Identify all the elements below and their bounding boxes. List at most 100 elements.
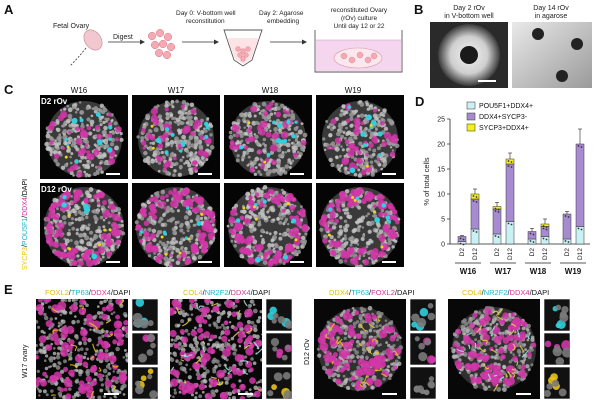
legend-swatch-0 [466,101,476,110]
panel-e-title-4: COL4/NR2F2/DDX4/DAPI [462,288,549,297]
group-label-W17: W17 [495,267,512,276]
bar-W17-D2-s1 [492,208,502,235]
row-label-d2: D2 rOv [41,97,68,106]
x-tick-label-2: D2 [494,248,501,257]
panel-e-title-3-part-2: TP63 [351,288,370,297]
bar-W19-D12-s0 [575,226,585,245]
y-tick-label-2: 10 [437,192,445,199]
panel-e-image-3 [314,299,406,399]
scale-bar [238,393,253,395]
bar-W18-D12-s2 [540,223,550,227]
legend-swatch-1 [466,112,476,121]
x-tick-label-5: D12 [542,248,549,260]
panel-e-title-2-part-0: COL4 [183,288,203,297]
legend-label-1: DDX4+SYCP3- [479,114,528,121]
x-tick-label-6: D2 [564,248,571,257]
digest-label: Digest [113,34,133,41]
panel-label-e: E [4,282,13,297]
x-tick-label-4: D2 [529,248,536,257]
x-tick-label-3: D12 [507,248,514,260]
microscopy-tile-r2-c1 [40,183,128,267]
panel-e-title-3: DDX4/TP63/FOXL2/DAPI [329,288,415,297]
rov-line1: reconstituted Ovary [330,7,388,14]
panel-e-title-1-part-5: /DAPI [110,288,131,297]
legend-label-0: POU5F1+DDX4+ [479,103,533,110]
panel-e-title-4-part-4: DDX4 [509,288,530,297]
group-label-W16: W16 [460,267,477,276]
rov-line2: (rOv) culture [340,15,378,22]
panel-label-b: B [414,2,424,17]
bar-W17-D2-s0 [492,233,502,245]
bar-W16-D2-s1 [457,236,467,242]
week-label-w18: W18 [261,86,279,95]
scale-bar [382,173,396,175]
stain-ddx4: DDX4 [22,197,29,216]
day2-line1: Day 2: Agarose [259,10,304,17]
fetal-ovary-label: Fetal Ovary [53,23,90,30]
panel-e-inset-4-2 [544,333,570,365]
panel-label-a: A [4,2,14,17]
panel-e-title-1-part-2: TP63 [70,288,89,297]
panel-e-title-3-part-3: / [369,288,372,297]
legend-label-2: SYCP3+DDX4+ [479,125,529,132]
scale-bar [516,393,531,395]
panel-e-inset-3-2 [410,333,436,365]
bar-W16-D12-s0 [470,228,480,245]
panel-label-c: C [4,82,14,97]
panel-e-inset-2-1 [266,299,292,331]
scale-bar [290,261,304,263]
y-tick-label-1: 5 [441,217,445,224]
microscopy-tile-r2-c2 [132,183,220,267]
panel-e-image-4 [448,299,540,399]
stain-sycp3: SYCP3 [22,247,29,270]
stain-pou5f1: POU5F1 [22,217,29,246]
panel-e-title-4-part-1: / [481,288,484,297]
panel-b-left-line2: in V-bottom well [444,13,494,20]
bar-W16-D12-s1 [470,198,480,230]
day0-line2: reconstitution [186,18,225,25]
panel-e-title-2-part-5: /DAPI [250,288,271,297]
panel-e-title-3-part-0: DDX4 [329,288,350,297]
bar-W16-D2-s0 [457,241,467,245]
microscopy-tile-r1-c4 [316,95,404,179]
panel-e-inset-3-3 [410,367,436,399]
side-label-w17-ovary: W17 ovary [22,344,29,378]
panel-b-brightfield-images [430,22,592,88]
panel-e-inset-1-3 [132,367,158,399]
panel-b-left-line1: Day 2 rOv [453,5,485,12]
week-label-w17: W17 [167,86,185,95]
scale-bar [106,173,120,175]
microscopy-tile-r1-c1 [40,95,128,179]
group-label-W18: W18 [530,267,547,276]
rov-dark-spot [460,46,478,64]
panel-e-title-2-part-3: / [228,288,231,297]
day2-line2: embedding [267,18,300,25]
group-label-W19: W19 [565,267,582,276]
panel-c-stain-legend: SYCP3/POU5F1/DDX4/DAPI [22,178,29,270]
fetal-ovary-shape [83,29,103,51]
panel-e-title-4-part-2: NR2F2 [483,288,508,297]
panel-e-title-1-part-0: FOXL2 [45,288,69,297]
bar-W19-D12-s1 [575,143,585,227]
panel-e-title-1-part-4: DDX4 [90,288,111,297]
side-label-d12-rov: D12 rOv [304,338,311,365]
bar-W18-D2-s0 [527,238,537,245]
y-tick-label-0: 0 [441,242,445,249]
panel-b-right-line2: in agarose [534,13,568,20]
panel-e-title-2: COL4/NR2F2/DDX4/DAPI [183,288,270,297]
panel-e-title-2-part-2: NR2F2 [204,288,229,297]
microscopy-tile-r2-c3 [224,183,312,267]
y-tick-label-4: 20 [437,142,445,149]
week-label-w19: W19 [344,86,362,95]
microscopy-tile-r2-c4 [316,183,404,267]
panel-e-inset-3-1 [410,299,436,331]
panel-e-image-1 [36,299,128,399]
scale-bar [198,173,212,175]
panel-e-title-1-part-3: / [88,288,91,297]
week-label-w16: W16 [70,86,88,95]
bar-W19-D2-s0 [562,238,572,245]
panel-e-image-2 [170,299,262,399]
panel-e-inset-4-1 [544,299,570,331]
scale-bar [104,393,119,395]
digested-cells [147,28,176,60]
